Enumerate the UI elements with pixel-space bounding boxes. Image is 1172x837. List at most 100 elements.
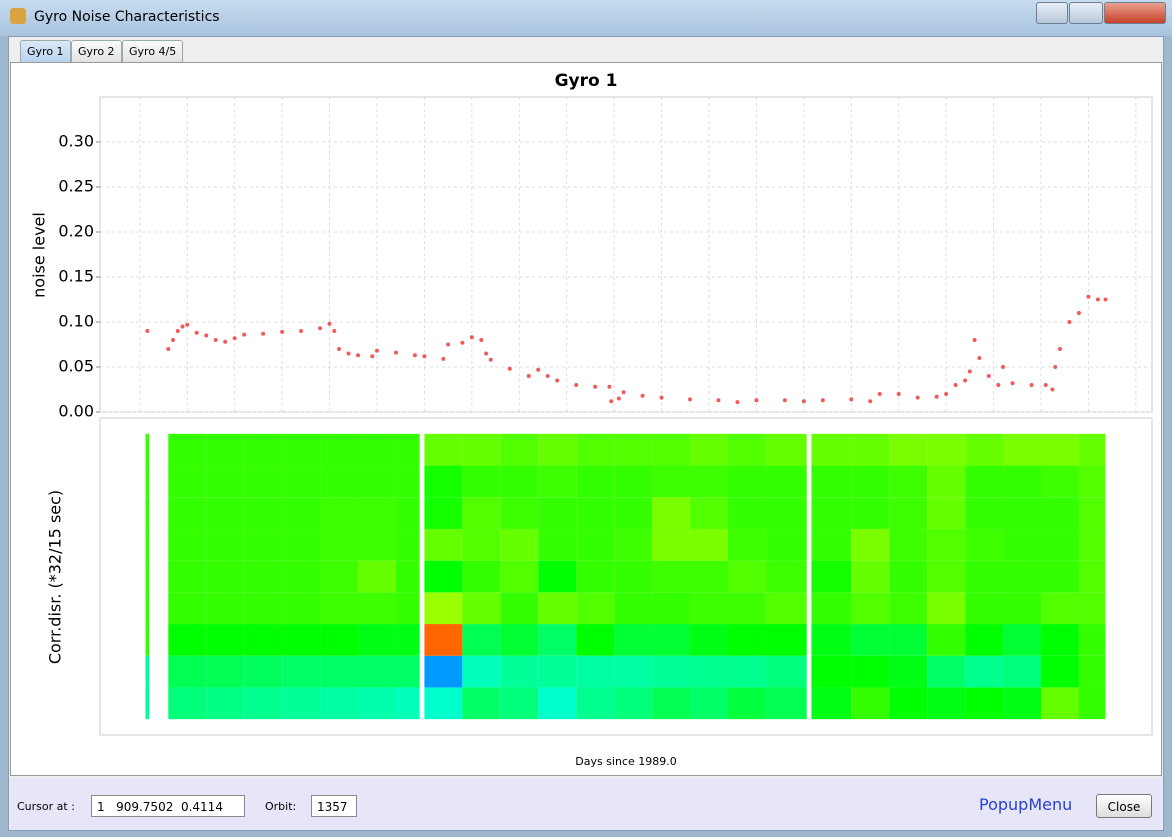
y-tick-label: 0.25 (58, 177, 94, 196)
data-point (145, 329, 150, 333)
data-point (621, 390, 626, 395)
heatmap-cell (927, 655, 966, 688)
orbit-field[interactable]: 1357 (311, 795, 357, 817)
heatmap-cell (927, 433, 966, 466)
heatmap-cell (500, 497, 539, 529)
heatmap-cell (851, 592, 890, 625)
heatmap-cell (462, 528, 501, 561)
data-point (460, 340, 465, 345)
heatmap-cell (168, 528, 207, 561)
heatmap-cell (927, 624, 966, 656)
data-point (318, 326, 323, 331)
heatmap-cell (1041, 560, 1079, 593)
heatmap-cell (282, 655, 321, 688)
heatmap-cell (614, 497, 653, 529)
tab[interactable]: Gyro 4/5 (122, 40, 184, 62)
heatmap-cell (395, 528, 420, 561)
heatmap-cell (358, 687, 396, 720)
data-point (716, 398, 721, 403)
heatmap-cell (576, 655, 615, 688)
maximize-button[interactable] (1069, 2, 1103, 24)
heatmap-cell (145, 624, 150, 656)
heatmap-cell (244, 497, 283, 529)
heatmap-cell (244, 528, 283, 561)
heatmap-cell (320, 592, 359, 625)
data-point (659, 395, 664, 400)
data-point (801, 399, 806, 404)
heatmap-cell (811, 592, 852, 625)
minimize-button[interactable] (1036, 2, 1068, 24)
chart-title: Gyro 1 (555, 71, 618, 91)
tab[interactable]: Gyro 1 (20, 40, 71, 62)
heatmap-cell (652, 592, 691, 625)
heatmap-cell (889, 528, 928, 561)
heatmap-cell (168, 560, 207, 593)
data-point (1043, 383, 1048, 387)
data-point (337, 347, 342, 351)
heatmap-cell (690, 465, 728, 498)
orbit-label: Orbit: (265, 800, 297, 813)
data-point (574, 383, 579, 387)
heatmap-cell (206, 560, 245, 593)
heatmap-cell (206, 497, 245, 529)
heatmap-cell (889, 560, 928, 593)
data-point (545, 374, 550, 378)
close-button[interactable]: Close (1096, 794, 1152, 818)
heatmap-cell (145, 560, 150, 593)
heatmap-cell (727, 465, 766, 498)
heatmap-cell (851, 433, 890, 466)
heatmap-cell (889, 655, 928, 688)
data-point (469, 335, 474, 340)
heatmap-cell (462, 560, 501, 593)
heatmap-cell (282, 624, 321, 656)
heatmap-cell (811, 497, 852, 529)
heatmap-cell (1003, 560, 1042, 593)
y-axis-label: noise level (30, 212, 49, 298)
heatmap-cell (765, 528, 807, 561)
data-point (393, 350, 398, 355)
data-point (1076, 311, 1081, 315)
heatmap-cell (811, 655, 852, 688)
heatmap-cell (1041, 624, 1079, 656)
heatmap-cell (424, 528, 463, 561)
heatmap-cell (765, 560, 807, 593)
popup-menu[interactable]: PopupMenu (979, 795, 1073, 814)
heatmap-cell (168, 497, 207, 529)
heatmap-cell (168, 687, 207, 720)
heatmap-cell (965, 465, 1004, 498)
heatmap-cell (395, 465, 420, 498)
heatmap-cell (811, 433, 852, 466)
heatmap-cell (500, 687, 539, 720)
data-point (536, 367, 541, 372)
heatmap-cell (927, 560, 966, 593)
heatmap-cell (538, 528, 577, 561)
heatmap-cell (614, 624, 653, 656)
heatmap-cell (145, 687, 150, 720)
data-point (479, 338, 484, 342)
heatmap-cell (500, 528, 539, 561)
heatmap-cell (576, 433, 615, 466)
close-window-button[interactable] (1104, 2, 1166, 24)
tab[interactable]: Gyro 2 (71, 40, 122, 62)
heatmap-cell (320, 560, 359, 593)
heatmap-cell (1078, 560, 1106, 593)
data-point (1029, 383, 1034, 387)
heatmap-cell (244, 433, 283, 466)
heatmap-cell (462, 687, 501, 720)
data-point (1057, 347, 1062, 351)
data-point (185, 322, 190, 327)
heatmap-cell (462, 655, 501, 688)
heatmap-cell (690, 624, 728, 656)
heatmap-cell (811, 687, 852, 720)
data-point (204, 333, 209, 338)
heatmap-cell (652, 465, 691, 498)
data-point (953, 383, 958, 387)
heatmap-cell (358, 465, 396, 498)
heatmap-cell (1003, 624, 1042, 656)
heatmap-cell (168, 465, 207, 498)
data-point (915, 395, 920, 400)
heatmap-cell (538, 687, 577, 720)
heatmap-cell (395, 624, 420, 656)
cursor-field[interactable]: 1 909.7502 0.4114 (91, 795, 245, 817)
heatmap-cell (1003, 528, 1042, 561)
